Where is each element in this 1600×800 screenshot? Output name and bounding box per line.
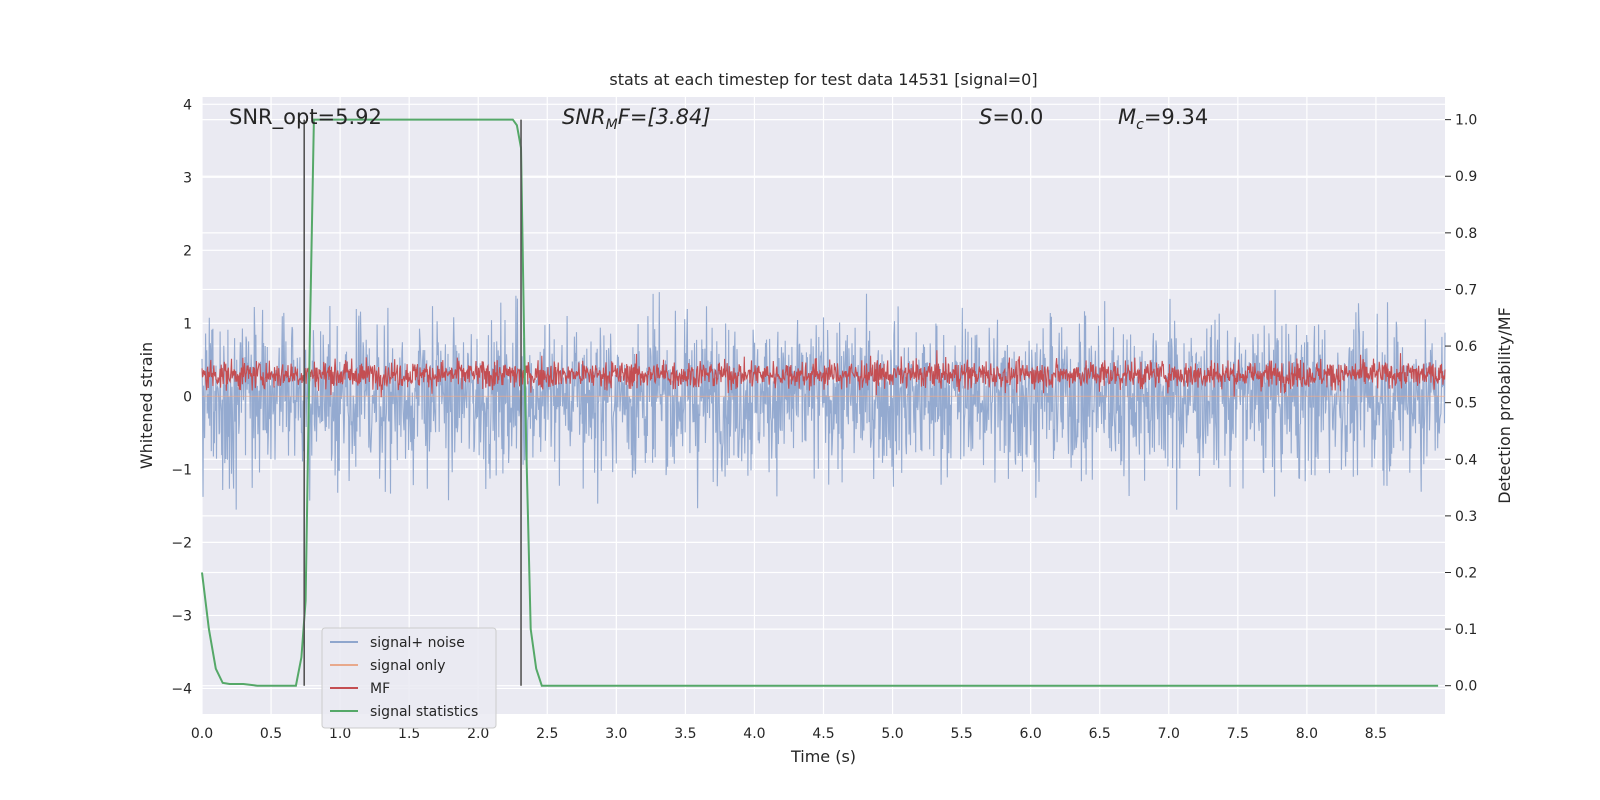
snr-mf-rest: F=[3.84]	[618, 105, 711, 129]
legend-entry: signal+ noise	[370, 635, 465, 651]
y-right-tick-label: 0.0	[1455, 679, 1477, 695]
x-tick-label: 4.5	[812, 726, 834, 742]
x-tick-label: 3.5	[674, 726, 696, 742]
mc-main: M	[1118, 105, 1136, 129]
y-right-tick-label: 0.4	[1455, 452, 1477, 468]
y-right-tick-label: 0.6	[1455, 339, 1477, 355]
y-tick-label: −3	[171, 608, 192, 624]
y-axis-ticks: 4 3 2 1 0 −1 −2 −3 −4	[171, 97, 192, 697]
x-tick-label: 8.5	[1365, 726, 1387, 742]
snr-mf-annotation: SNRMF=[3.84]	[562, 105, 711, 133]
y-axis-ticks-right: 1.0 0.9 0.8 0.7 0.6 0.5 0.4 0.3 0.2 0.1 0.0	[1445, 113, 1477, 695]
snr-mf-main: SNR	[562, 105, 606, 129]
y-tick-label: −2	[171, 535, 192, 551]
x-tick-label: 2.0	[467, 726, 489, 742]
x-tick-label: 6.5	[1089, 726, 1111, 742]
y-right-tick-label: 0.9	[1455, 169, 1477, 185]
x-tick-label: 5.0	[881, 726, 903, 742]
x-tick-label: 1.5	[398, 726, 420, 742]
snr-mf-subscript: M	[606, 117, 618, 133]
y-right-tick-label: 0.1	[1455, 622, 1477, 638]
series-line	[201, 118, 1439, 687]
y-tick-label: 3	[183, 170, 192, 186]
s-annotation: S=0.0	[979, 105, 1043, 129]
x-tick-label: 4.0	[743, 726, 765, 742]
snr-opt-annotation: SNR_opt=5.92	[229, 105, 382, 130]
x-axis-ticks: 0.0 0.5 1.0 1.5 2.0 2.5 3.0 3.5 4.0 4.5 5.0 5.5 6.0 6…	[191, 726, 1387, 742]
x-tick-label: 8.0	[1296, 726, 1318, 742]
x-tick-label: 7.0	[1158, 726, 1180, 742]
y-axis-label-right: Detection probability/MF	[1495, 307, 1514, 504]
x-tick-label: 2.5	[536, 726, 558, 742]
y-tick-label: 4	[183, 97, 192, 113]
x-tick-label: 0.0	[191, 726, 213, 742]
y-tick-label: 2	[183, 243, 192, 259]
y-right-tick-label: 1.0	[1455, 113, 1477, 129]
x-tick-label: 7.5	[1227, 726, 1249, 742]
y-axis-label: Whitened strain	[137, 342, 156, 469]
series-line	[201, 350, 1446, 398]
y-tick-label: 0	[183, 389, 192, 405]
x-tick-label: 5.5	[950, 726, 972, 742]
y-right-tick-label: 0.2	[1455, 565, 1477, 581]
mc-rest: =9.34	[1144, 105, 1208, 129]
legend-entry: signal only	[370, 658, 445, 674]
mc-annotation: Mc=9.34	[1118, 105, 1208, 133]
y-right-tick-label: 0.8	[1455, 226, 1477, 242]
y-tick-label: 1	[183, 316, 192, 332]
legend-entry: signal statistics	[370, 704, 478, 720]
y-right-tick-label: 0.5	[1455, 396, 1477, 412]
x-tick-label: 3.0	[605, 726, 627, 742]
s-rest: =0.0	[992, 105, 1043, 129]
legend-box	[321, 627, 497, 729]
chart-title: stats at each timestep for test data 145…	[609, 70, 1037, 89]
mc-subscript: c	[1136, 117, 1144, 133]
legend: signal+ noise signal only MF signal statist…	[321, 627, 497, 729]
x-tick-label: 1.0	[329, 726, 351, 742]
s-main: S	[979, 105, 992, 129]
y-tick-label: −4	[171, 681, 192, 697]
vertical-markers	[303, 119, 522, 686]
series-layer	[201, 118, 1446, 687]
legend-entry: MF	[370, 681, 390, 697]
x-tick-label: 0.5	[260, 726, 282, 742]
y-right-tick-label: 0.3	[1455, 509, 1477, 525]
x-axis-label: Time (s)	[790, 747, 856, 766]
y-tick-label: −1	[171, 462, 192, 478]
x-tick-label: 6.0	[1020, 726, 1042, 742]
y-right-tick-label: 0.7	[1455, 282, 1477, 298]
